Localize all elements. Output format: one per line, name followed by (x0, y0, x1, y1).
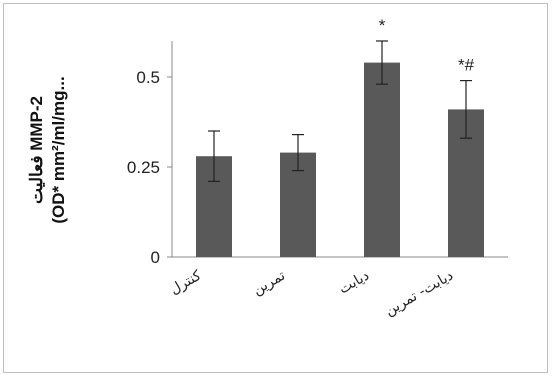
y-axis-label-line-2: (OD* mm²/ml/mg... (49, 76, 68, 223)
significance-marker: * (379, 16, 386, 35)
y-ticks: 0 0.25 0.5 (127, 68, 172, 267)
y-axis-label: فعالیت MMP-2 (OD* mm²/ml/mg... (27, 76, 68, 223)
y-tick-label: 0.5 (136, 68, 160, 87)
significance-marker: *# (458, 56, 475, 75)
y-axis-label-line-1: فعالیت MMP-2 (27, 96, 46, 204)
bar (364, 62, 400, 257)
category-label: تمرین (250, 268, 288, 299)
annotations: * *# (379, 16, 475, 75)
error-bars (208, 40, 472, 182)
category-label: دیابت- تمرین (382, 268, 456, 320)
y-tick-label: 0 (151, 248, 160, 267)
category-labels: کنترل تمرین دیابت دیابت- تمرین (167, 267, 456, 319)
y-tick-label: 0.25 (127, 158, 160, 177)
category-label: کنترل (167, 267, 204, 298)
bars (196, 62, 484, 258)
category-label: دیابت (336, 268, 372, 298)
